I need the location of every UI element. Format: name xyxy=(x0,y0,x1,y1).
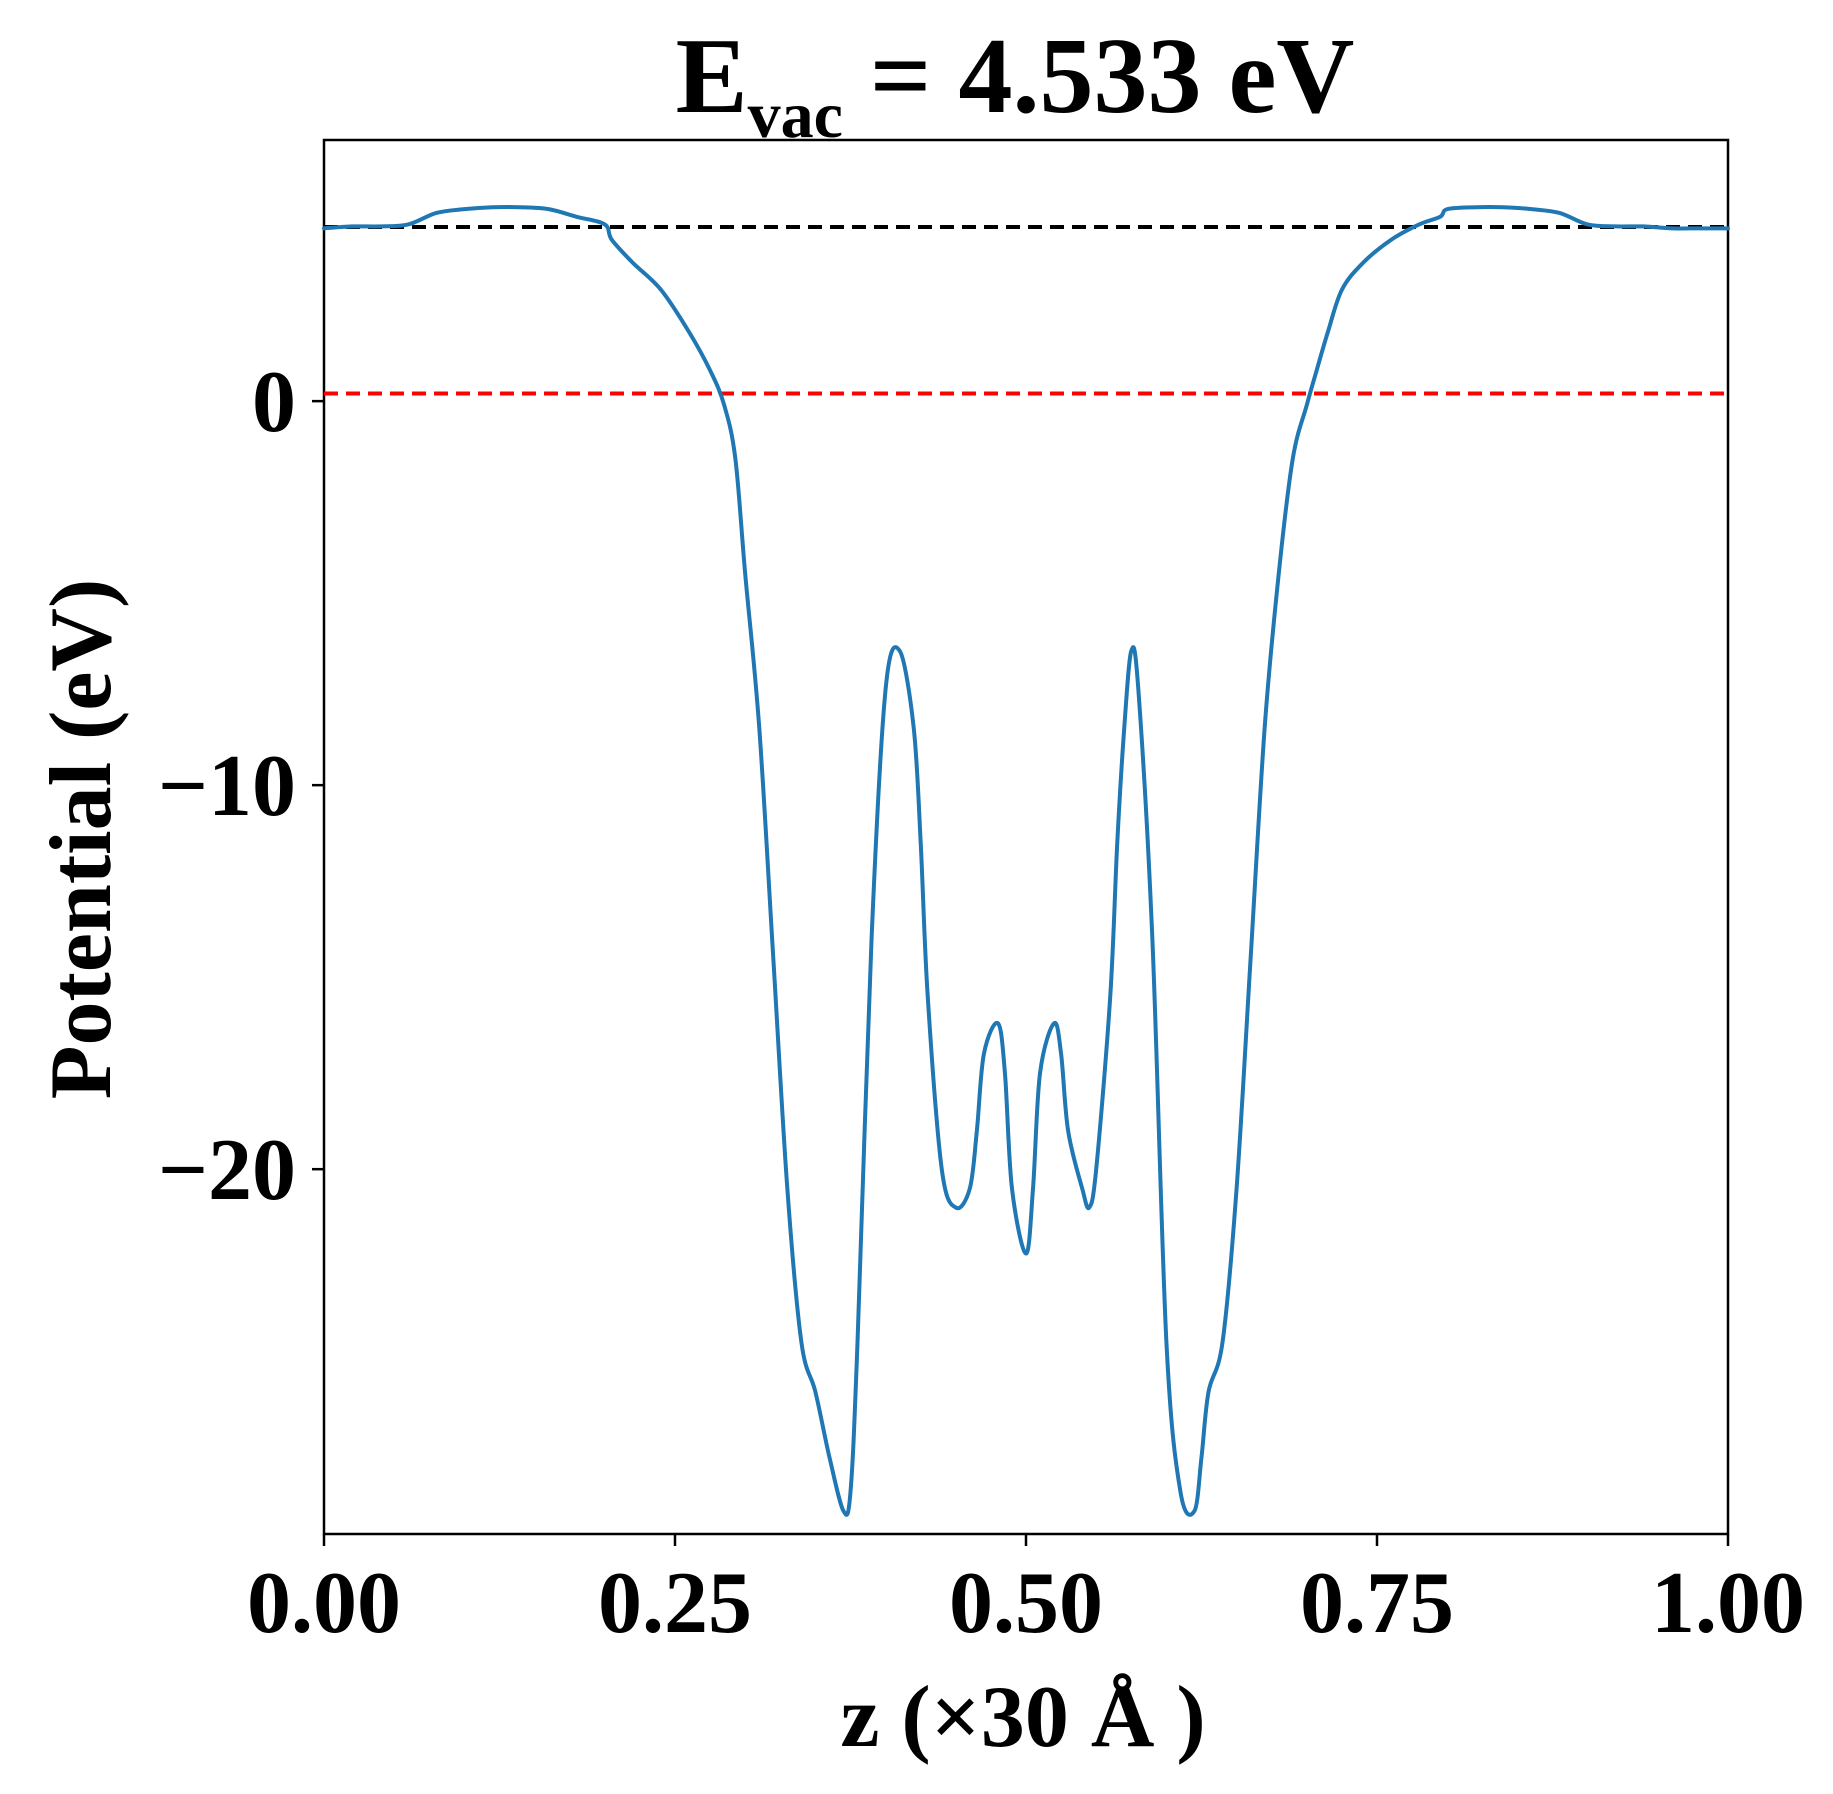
potential-series-line-0 xyxy=(322,204,1730,1517)
series-layer xyxy=(322,204,1730,1517)
plot-frame xyxy=(322,138,1730,1536)
y-tick-label: 0 xyxy=(252,354,296,451)
x-tick-label: 1.00 xyxy=(1651,1555,1805,1652)
y-axis-label: Potential (eV) xyxy=(33,579,130,1099)
x-tick-label: 0.25 xyxy=(598,1555,752,1652)
y-tick-label: −10 xyxy=(158,738,296,835)
chart-title-rest: = 4.533 eV xyxy=(843,17,1354,136)
chart-title-main: E xyxy=(676,17,748,136)
x-tick-label: 0.75 xyxy=(1300,1555,1454,1652)
x-axis-label: z (×30 Å ) xyxy=(840,1669,1205,1766)
x-tick-label: 0.00 xyxy=(247,1555,401,1652)
y-tick-label: −20 xyxy=(158,1122,296,1219)
chart-title: Evac = 4.533 eV xyxy=(676,17,1355,152)
x-tick-label: 0.50 xyxy=(949,1555,1103,1652)
reference-lines xyxy=(324,225,1728,396)
y-axis-ticks: 0 −10 −20 xyxy=(158,354,324,1219)
x-axis-ticks: 0.00 0.25 0.50 0.75 1.00 xyxy=(247,1534,1805,1652)
